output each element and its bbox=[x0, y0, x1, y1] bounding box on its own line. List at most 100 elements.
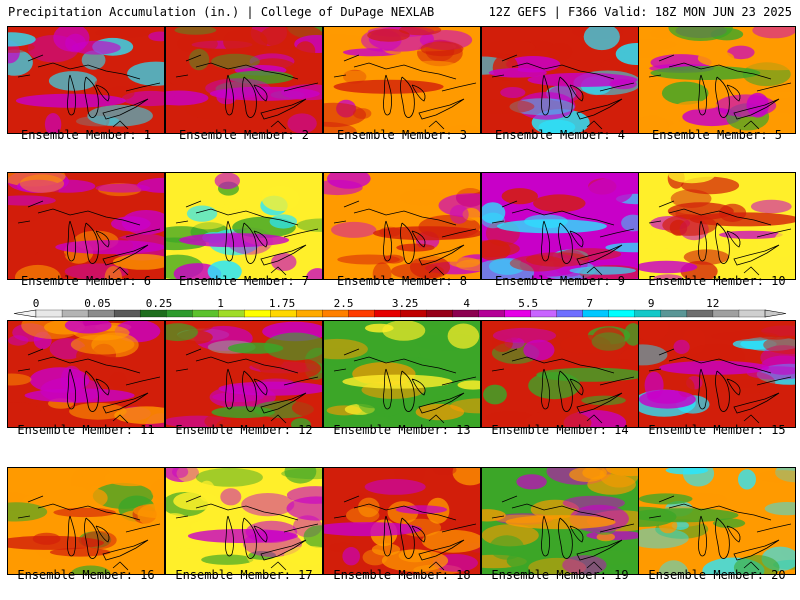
precip-blob bbox=[639, 229, 652, 243]
coastline bbox=[743, 266, 760, 276]
coastline bbox=[383, 220, 393, 262]
precip-blob bbox=[715, 94, 777, 117]
ensemble-member-panel bbox=[323, 320, 481, 428]
precip-blob bbox=[358, 497, 380, 518]
precip-blob bbox=[241, 493, 295, 517]
colorbar-tick-label: 0.25 bbox=[145, 297, 173, 310]
precip-blob bbox=[113, 521, 147, 542]
ensemble-member-label: Ensemble Member: 10 bbox=[648, 274, 786, 288]
coastline bbox=[125, 376, 161, 386]
colorbar-swatch bbox=[426, 309, 454, 318]
coastline bbox=[37, 503, 141, 521]
precip-blob bbox=[92, 482, 154, 509]
precip-blob bbox=[639, 390, 696, 409]
colorbar-swatch bbox=[478, 309, 506, 318]
precip-blob bbox=[306, 268, 322, 279]
colorbar-swatch bbox=[166, 309, 193, 318]
coastline bbox=[599, 376, 635, 386]
ensemble-member-panel bbox=[638, 172, 796, 280]
coastline bbox=[95, 84, 110, 102]
coastline bbox=[733, 539, 780, 561]
colorbar-swatch bbox=[712, 309, 740, 318]
coastline bbox=[17, 200, 44, 224]
precip-blob bbox=[639, 344, 668, 366]
precip-band bbox=[659, 360, 770, 375]
precip-blob bbox=[186, 205, 218, 222]
precip-blob bbox=[342, 547, 360, 566]
colorbar-right-arrow bbox=[764, 309, 787, 318]
precip-blob bbox=[697, 50, 735, 66]
coastline bbox=[411, 378, 426, 396]
coastline bbox=[756, 376, 792, 386]
precip-blob bbox=[483, 384, 507, 405]
colorbar-swatch bbox=[634, 309, 662, 318]
coastline bbox=[558, 76, 573, 118]
precip-blob bbox=[711, 331, 779, 342]
coastline bbox=[715, 517, 730, 559]
coastline bbox=[270, 561, 287, 571]
precip-blob bbox=[447, 323, 480, 349]
colorbar-swatch bbox=[61, 309, 89, 318]
coastline bbox=[558, 370, 573, 412]
precip-blob bbox=[331, 221, 377, 238]
ensemble-member-label: Ensemble Member: 8 bbox=[336, 274, 468, 288]
precip-blob bbox=[65, 33, 86, 53]
coastline bbox=[67, 220, 77, 262]
coastline bbox=[586, 120, 603, 130]
coastline bbox=[260, 392, 307, 414]
colorbar-swatch bbox=[87, 309, 115, 318]
precip-blob bbox=[324, 338, 368, 360]
colorbar-tick-label: 5.5 bbox=[518, 297, 539, 310]
coastline bbox=[283, 82, 319, 92]
coastline bbox=[125, 523, 161, 533]
ensemble-member-panel bbox=[638, 320, 796, 428]
coastline bbox=[253, 84, 268, 102]
precip-blob bbox=[121, 210, 164, 235]
precip-blob bbox=[121, 90, 164, 107]
coastline bbox=[418, 244, 465, 266]
coastline bbox=[715, 76, 730, 118]
precip-blob bbox=[176, 34, 218, 54]
coastline bbox=[102, 539, 149, 561]
coastline bbox=[67, 515, 77, 557]
colorbar-tick-label: 1.75 bbox=[268, 297, 296, 310]
precip-blob bbox=[324, 34, 372, 50]
precip-blob bbox=[756, 470, 795, 483]
precip-blob bbox=[109, 371, 127, 390]
coastline bbox=[668, 208, 772, 226]
precip-blob bbox=[259, 357, 321, 380]
precip-blob bbox=[207, 260, 242, 279]
precip-blob bbox=[8, 205, 47, 222]
precip-blob bbox=[283, 546, 322, 566]
precip-blob bbox=[733, 555, 780, 574]
coastline bbox=[418, 539, 465, 561]
precip-blob bbox=[64, 321, 112, 334]
precip-blob bbox=[8, 373, 32, 386]
coastline bbox=[599, 228, 635, 238]
coastline bbox=[260, 244, 307, 266]
precip-blob bbox=[547, 42, 573, 61]
precip-blob bbox=[188, 48, 210, 71]
coastline bbox=[411, 525, 426, 543]
coastline bbox=[175, 200, 202, 224]
precip-blob bbox=[751, 321, 795, 340]
ensemble-member-panel bbox=[165, 467, 323, 575]
precip-blob bbox=[486, 39, 536, 55]
precip-blob bbox=[738, 469, 756, 490]
precip-map bbox=[8, 27, 164, 133]
precip-blob bbox=[415, 403, 465, 421]
precip-blob bbox=[677, 492, 728, 505]
precip-blob bbox=[261, 185, 300, 212]
precip-map bbox=[639, 321, 795, 427]
precip-band bbox=[333, 79, 444, 94]
precip-blob bbox=[69, 402, 127, 420]
precip-blob bbox=[214, 173, 240, 190]
precip-blob bbox=[696, 534, 741, 548]
precip-map bbox=[482, 321, 638, 427]
ensemble-member-label: Ensemble Member: 2 bbox=[178, 128, 310, 142]
precip-blob bbox=[639, 260, 698, 274]
coastline bbox=[511, 62, 615, 80]
colorbar-tick-label: 4 bbox=[463, 297, 470, 310]
coastline bbox=[743, 561, 760, 571]
coastline bbox=[125, 82, 161, 92]
